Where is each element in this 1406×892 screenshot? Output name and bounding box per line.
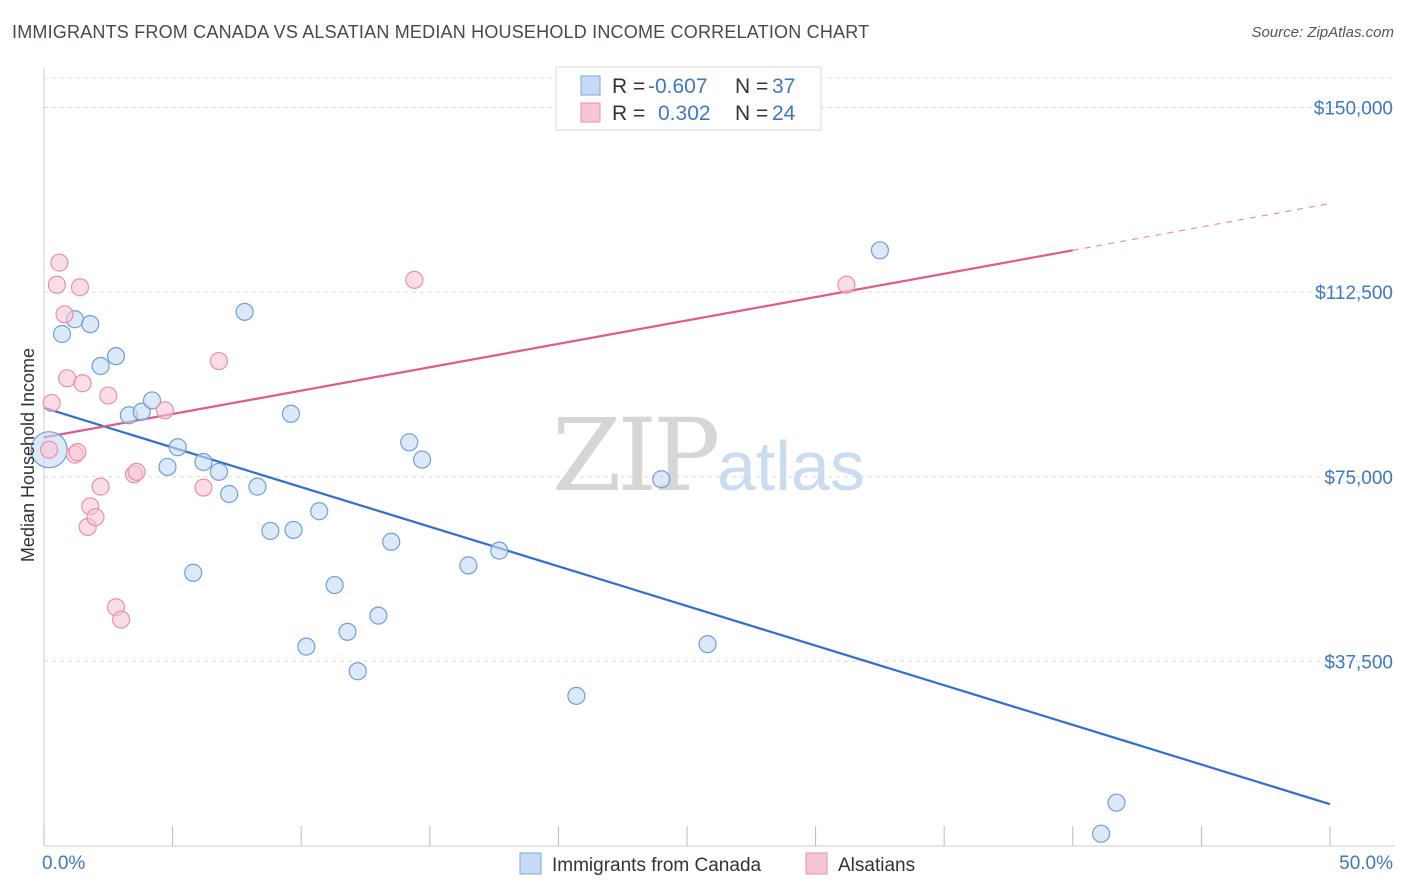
canada-point bbox=[91, 356, 110, 376]
canada-point bbox=[220, 484, 239, 504]
y-tick-label: $150,000 bbox=[1314, 99, 1393, 120]
canada-point bbox=[184, 563, 203, 582]
legend-swatch-alsatians bbox=[805, 852, 828, 875]
watermark: ZIP atlas bbox=[552, 397, 865, 514]
canada-point bbox=[235, 302, 254, 321]
canada-point bbox=[297, 637, 316, 656]
alsatian-point bbox=[68, 443, 87, 462]
legend-label-alsatians: Alsatians bbox=[838, 855, 915, 876]
canada-point bbox=[106, 347, 126, 366]
legend-n-value: 24 bbox=[772, 102, 796, 125]
canada-point bbox=[698, 635, 717, 654]
canada-point bbox=[412, 450, 432, 469]
legend-swatch-blue bbox=[580, 75, 601, 96]
canada-point bbox=[652, 470, 671, 489]
legend-r-label: R = bbox=[612, 102, 645, 125]
stats-legend: R = -0.607 N = 37 R = 0.302 N = 24 bbox=[555, 66, 822, 131]
alsatian-point bbox=[405, 270, 424, 289]
canada-point bbox=[132, 402, 151, 421]
canada-point bbox=[248, 477, 267, 496]
canada-point bbox=[348, 662, 367, 681]
y-tick-label: $112,500 bbox=[1315, 283, 1393, 304]
alsatian-point bbox=[42, 393, 61, 413]
watermark-atlas: atlas bbox=[717, 427, 865, 505]
legend-r-value: -0.607 bbox=[648, 75, 708, 98]
x-tick-label: 0.0% bbox=[42, 853, 85, 874]
alsatian-point bbox=[55, 305, 74, 324]
alsatian-point bbox=[40, 440, 59, 459]
x-tick-label: 50.0% bbox=[1339, 853, 1393, 874]
legend-r-label: R = bbox=[612, 75, 645, 98]
canada-point bbox=[158, 457, 177, 477]
alsatian-point bbox=[86, 508, 105, 527]
canada-point bbox=[261, 521, 280, 541]
canada-point bbox=[194, 452, 213, 472]
canada-point bbox=[168, 438, 187, 457]
canada-point bbox=[52, 324, 72, 344]
canada-point bbox=[281, 404, 301, 423]
watermark-zip: ZIP bbox=[552, 397, 717, 514]
legend-n-label: N = bbox=[735, 102, 768, 125]
alsatian-point bbox=[58, 369, 77, 388]
y-tick-labels: $37,500 $75,000 $112,500 $150,000 bbox=[1314, 99, 1393, 674]
alsatian-point bbox=[112, 610, 131, 629]
alsatian-point bbox=[50, 253, 69, 272]
y-tick-label: $37,500 bbox=[1324, 652, 1393, 673]
grid-lines bbox=[44, 77, 1395, 662]
canada-point bbox=[209, 462, 228, 481]
canada-point bbox=[382, 532, 401, 551]
y-axis-label: Median Household Income bbox=[18, 348, 38, 562]
alsatian-point bbox=[837, 275, 856, 294]
canada-point bbox=[284, 520, 303, 540]
legend-swatch-canada bbox=[519, 852, 542, 875]
x-tick-labels: 0.0% 50.0% bbox=[42, 853, 1393, 874]
alsatian-trend-extension bbox=[1072, 202, 1331, 251]
legend-n-label: N = bbox=[735, 75, 768, 98]
alsatian-point bbox=[91, 477, 110, 496]
legend-label-canada: Immigrants from Canada bbox=[552, 855, 762, 876]
legend-n-value: 37 bbox=[772, 75, 795, 98]
alsatian-point bbox=[194, 478, 213, 497]
legend-r-value: 0.302 bbox=[658, 102, 711, 125]
alsatian-point bbox=[47, 275, 66, 294]
alsatian-point bbox=[73, 374, 92, 393]
alsatian-point bbox=[70, 278, 90, 297]
alsatian-point bbox=[99, 386, 118, 405]
canada-point bbox=[81, 315, 100, 334]
axes bbox=[43, 68, 1395, 847]
canada-point bbox=[1107, 793, 1126, 812]
canada-point bbox=[567, 686, 586, 705]
canada-point bbox=[369, 606, 388, 625]
canada-point bbox=[142, 391, 162, 410]
chart-title: IMMIGRANTS FROM CANADA VS ALSATIAN MEDIA… bbox=[12, 22, 870, 42]
canada-point bbox=[325, 575, 344, 595]
canada-point bbox=[459, 556, 478, 575]
alsatian-point bbox=[155, 401, 174, 420]
data-points bbox=[30, 241, 1126, 843]
canada-point bbox=[1091, 824, 1111, 843]
alsatian-point bbox=[127, 462, 146, 481]
canada-trend-line bbox=[43, 406, 1331, 806]
canada-point bbox=[870, 241, 890, 260]
trend-lines bbox=[43, 202, 1331, 806]
canada-point bbox=[490, 541, 509, 560]
canada-point bbox=[338, 622, 357, 641]
alsatian-point bbox=[209, 351, 228, 371]
canada-point bbox=[310, 502, 329, 521]
source-label: Source: ZipAtlas.com bbox=[1251, 24, 1394, 41]
series-legend: Immigrants from Canada Alsatians bbox=[519, 852, 915, 876]
legend-swatch-pink bbox=[580, 102, 601, 123]
alsatian-trend-line bbox=[43, 249, 1073, 439]
y-tick-label: $75,000 bbox=[1324, 468, 1393, 489]
canada-point bbox=[400, 433, 419, 452]
